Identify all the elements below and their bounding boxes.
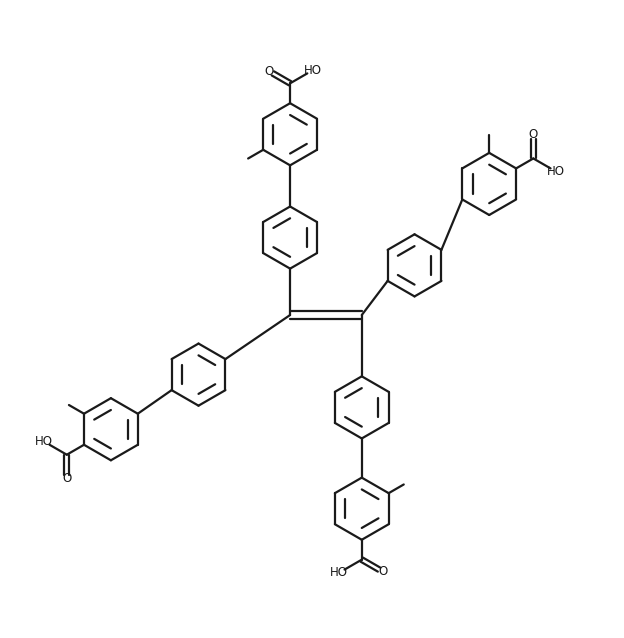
Text: O: O [529, 128, 538, 141]
Text: O: O [265, 64, 274, 78]
Text: HO: HO [547, 165, 565, 178]
Text: O: O [62, 473, 71, 486]
Text: HO: HO [330, 566, 348, 579]
Text: HO: HO [304, 64, 322, 77]
Text: O: O [378, 565, 388, 578]
Text: HO: HO [35, 435, 53, 448]
